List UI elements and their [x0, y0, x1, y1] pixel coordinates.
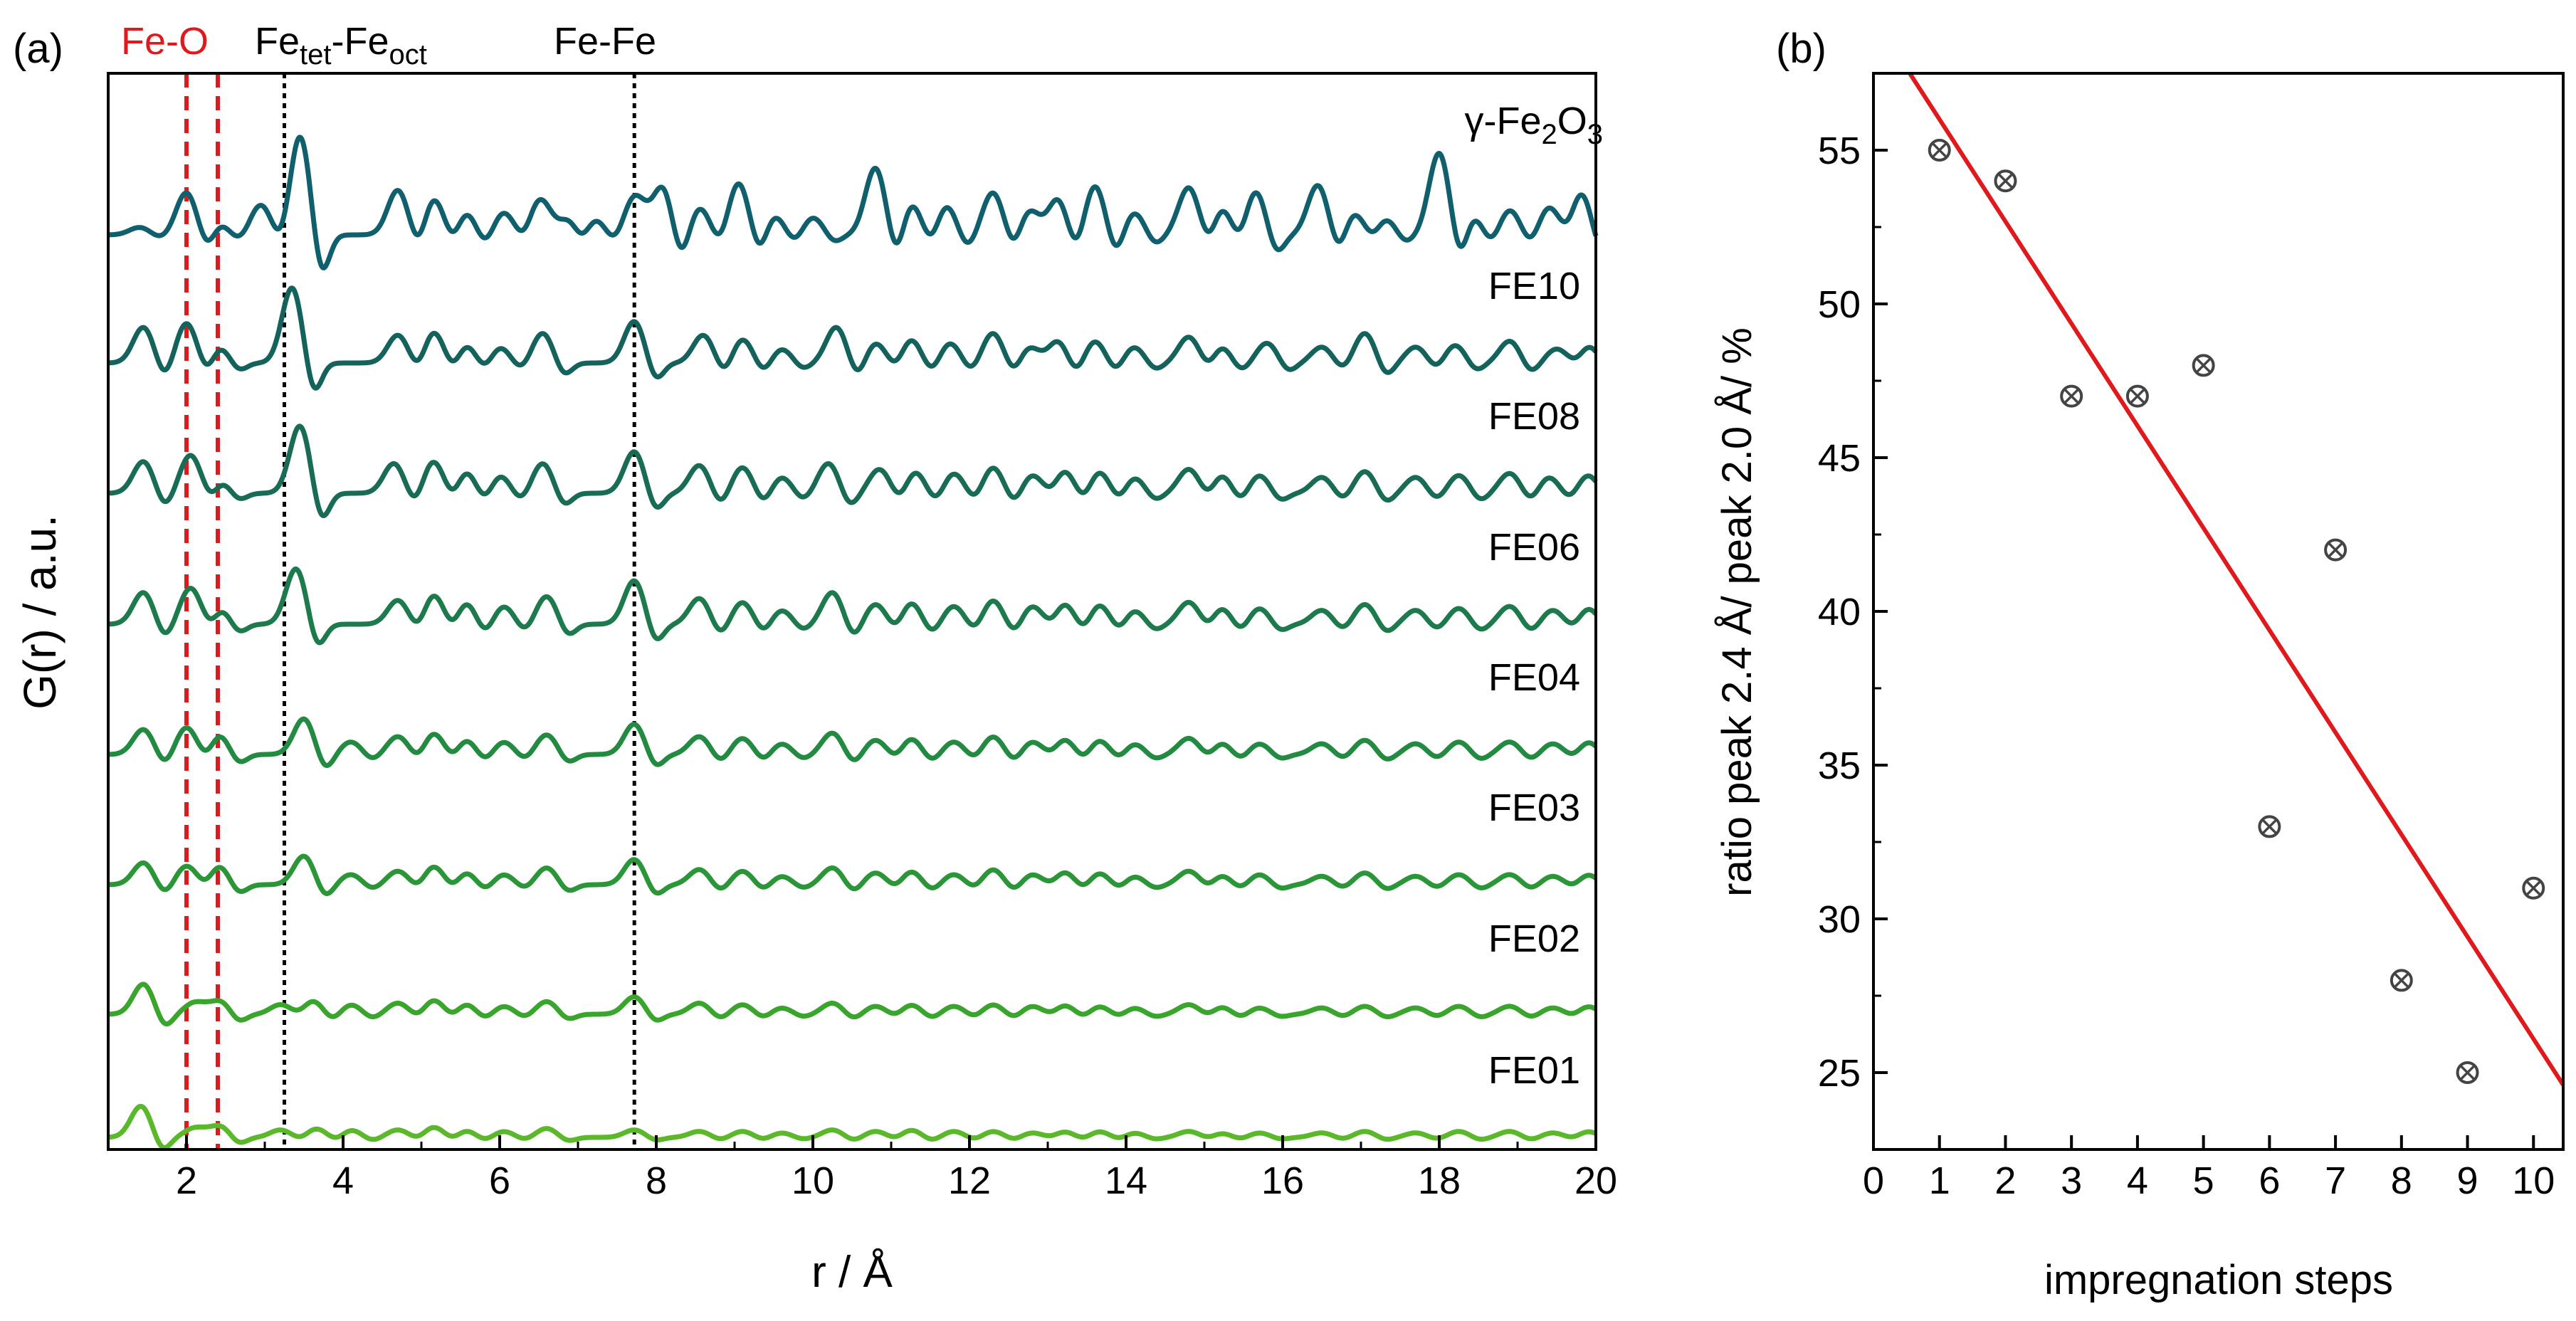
fe-tet-fe-oct-label: Fetet-Feoct — [255, 20, 427, 70]
series-label-fe04: FE04 — [1488, 656, 1580, 699]
series-label-fe08: FE08 — [1488, 395, 1580, 438]
data-point-cross — [2328, 542, 2344, 558]
pdf-curves — [107, 135, 1599, 1150]
series-line-fe06 — [107, 567, 1598, 646]
data-point-circle — [2522, 876, 2545, 900]
data-point-cross — [2195, 357, 2212, 374]
data-points — [1928, 139, 2545, 1084]
x-tick-label: 8 — [646, 1159, 667, 1202]
data-point — [2456, 1061, 2479, 1084]
data-point-cross — [2261, 819, 2278, 835]
data-point-circle — [1928, 139, 1951, 162]
x-tick-label: 6 — [2259, 1159, 2280, 1202]
data-point — [1994, 169, 2017, 193]
x-tick-label: 20 — [1574, 1159, 1617, 1202]
x-tick-label: 12 — [948, 1159, 991, 1202]
series-line-fe01 — [107, 1103, 1597, 1150]
x-tick-label: 2 — [176, 1159, 197, 1202]
data-point-cross — [2459, 1064, 2476, 1081]
data-point — [2522, 876, 2545, 900]
series-line-fe2o3 — [107, 135, 1599, 270]
data-point — [2125, 384, 2149, 408]
x-tick-label: 9 — [2457, 1159, 2478, 1202]
series-line-fe10 — [107, 285, 1598, 391]
panel-a-pdf-chart: (a) Fe-O Fetet-Feoct Fe-Fe γ-Fe2O3 FE10 … — [13, 20, 1617, 1297]
series-line-fe04 — [107, 716, 1598, 768]
data-point — [1928, 139, 1951, 162]
data-point-circle — [2125, 384, 2149, 408]
panel-b-label: (b) — [1776, 26, 1826, 72]
reference-lines — [184, 73, 636, 1149]
panel-b-y-axis: 25 30 35 40 45 50 55 — [1818, 72, 1888, 1151]
x-tick-label: 2 — [1994, 1159, 2016, 1202]
data-point-circle — [2390, 969, 2413, 992]
panel-b-x-axis: 0 1 2 3 4 5 6 7 8 9 10 — [1863, 1135, 2555, 1202]
x-tick-label: 10 — [792, 1159, 834, 1202]
y-tick-label: 30 — [1818, 898, 1861, 941]
x-tick-label: 5 — [2193, 1159, 2214, 1202]
data-point-circle — [2324, 538, 2348, 562]
panel-a-label: (a) — [13, 26, 63, 72]
series-line-fe03 — [107, 853, 1598, 896]
y-tick-label: 55 — [1818, 130, 1861, 172]
y-tick-label: 35 — [1818, 744, 1861, 787]
x-tick-label: 1 — [1929, 1159, 1950, 1202]
data-point-circle — [1994, 169, 2017, 193]
series-line-fe08 — [107, 423, 1598, 518]
series-label-fe06: FE06 — [1488, 526, 1580, 569]
data-point-cross — [2393, 972, 2409, 989]
series-label-fe02: FE02 — [1488, 917, 1580, 960]
panel-a-x-axis-label: r / Å — [811, 1248, 893, 1297]
fe-o-label: Fe-O — [121, 20, 209, 63]
x-tick-label: 4 — [332, 1159, 354, 1202]
series-label-fe01: FE01 — [1488, 1049, 1580, 1092]
series-label-fe10: FE10 — [1488, 265, 1580, 307]
panel-a-x-axis: 2 4 6 8 10 12 14 16 18 20 — [107, 1135, 1617, 1202]
x-tick-label: 8 — [2391, 1159, 2412, 1202]
fit-line — [1908, 72, 2565, 1086]
x-tick-label: 6 — [489, 1159, 510, 1202]
y-tick-label: 40 — [1818, 591, 1861, 633]
x-tick-label: 0 — [1863, 1159, 1884, 1202]
x-tick-label: 3 — [2061, 1159, 2082, 1202]
data-point — [2192, 354, 2215, 377]
panel-a-y-axis-label: G(r) / a.u. — [14, 515, 65, 710]
data-point — [2060, 384, 2083, 408]
data-point-cross — [2525, 880, 2542, 896]
data-point-circle — [2192, 354, 2215, 377]
data-point-cross — [1931, 142, 1947, 159]
data-point-cross — [2129, 388, 2145, 404]
data-point-circle — [2258, 815, 2281, 838]
fe-fe-label: Fe-Fe — [554, 20, 656, 63]
y-tick-label: 45 — [1818, 437, 1861, 480]
x-tick-label: 10 — [2512, 1159, 2555, 1202]
x-tick-label: 7 — [2325, 1159, 2346, 1202]
data-point-circle — [2060, 384, 2083, 408]
x-tick-label: 4 — [2127, 1159, 2148, 1202]
panel-b-x-axis-label: impregnation steps — [2044, 1257, 2393, 1303]
x-tick-label: 18 — [1418, 1159, 1461, 1202]
data-point — [2258, 815, 2281, 838]
series-label-fe03: FE03 — [1488, 786, 1580, 829]
linear-fit-line — [1908, 72, 2565, 1086]
y-tick-label: 50 — [1818, 283, 1861, 326]
data-point-circle — [2456, 1061, 2479, 1084]
data-point-cross — [2064, 388, 2080, 404]
data-point — [2324, 538, 2348, 562]
panel-b-y-axis-label: ratio peak 2.4 Å/ peak 2.0 Å/ % — [1714, 327, 1760, 897]
y-tick-label: 25 — [1818, 1052, 1861, 1095]
x-tick-label: 14 — [1105, 1159, 1147, 1202]
data-point-cross — [1997, 173, 2014, 189]
panel-a-plot-frame — [107, 72, 1597, 1151]
x-tick-label: 16 — [1261, 1159, 1304, 1202]
series-line-fe02 — [107, 981, 1597, 1027]
data-point — [2390, 969, 2413, 992]
